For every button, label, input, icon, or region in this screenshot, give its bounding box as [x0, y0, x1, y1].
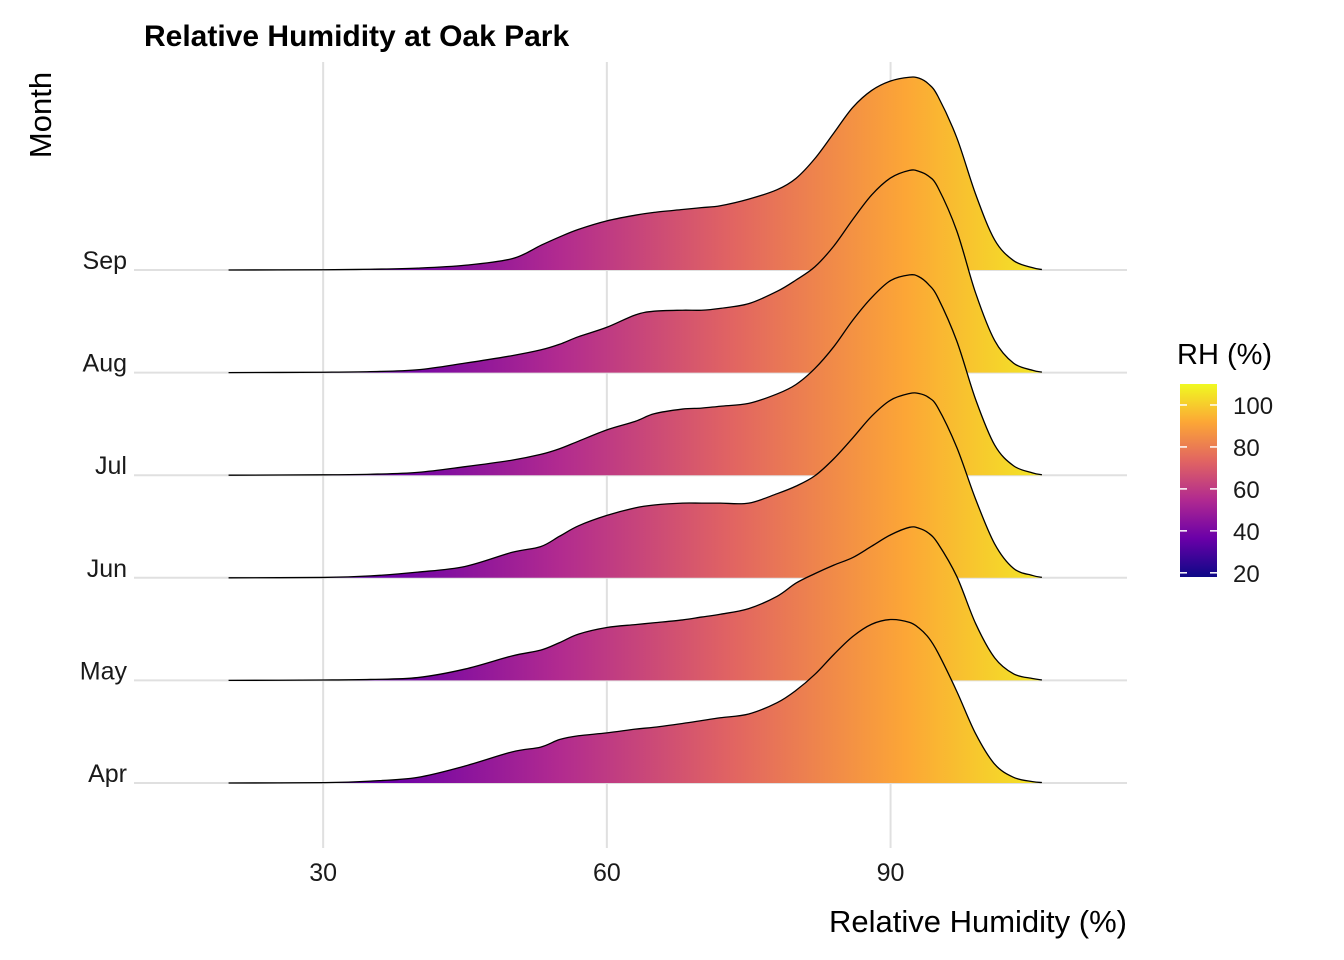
y-tick-label-sep: Sep: [83, 247, 127, 275]
ridge-aug: [228, 169, 1043, 374]
ridge-apr: [228, 618, 1042, 784]
y-tick-label-apr: Apr: [88, 760, 127, 788]
legend-tick-label-40: 40: [1233, 519, 1260, 546]
ridge-jul: [228, 274, 1043, 476]
legend-tick-label-100: 100: [1233, 393, 1273, 420]
x-tick-labels: 30 60 90: [309, 859, 904, 887]
x-tick-label-30: 30: [309, 859, 337, 887]
y-tick-label-may: May: [80, 657, 128, 685]
ridge-area-aug: [228, 169, 1042, 373]
legend-title: RH (%): [1177, 339, 1272, 371]
ridge-jun: [228, 392, 1043, 579]
ridge-outline-may: [228, 526, 1042, 682]
y-tick-label-jun: Jun: [87, 555, 127, 583]
ridges: [228, 76, 1043, 784]
ridge-area-jun: [228, 392, 1042, 578]
ridge-outline-jun: [228, 392, 1043, 579]
ridge-area-apr: [228, 619, 1042, 783]
ridge-outline-apr: [228, 618, 1042, 784]
y-tick-labels: Apr May Jun Jul Aug Sep: [80, 247, 128, 788]
ridge-outline-sep: [228, 76, 1043, 271]
x-axis-title: Relative Humidity (%): [829, 904, 1127, 939]
ridge-outline-aug: [228, 169, 1043, 374]
legend-tick-label-80: 80: [1233, 435, 1260, 462]
y-axis-title: Month: [23, 72, 58, 158]
y-tick-label-aug: Aug: [83, 350, 127, 378]
ridge-area-jul: [228, 274, 1042, 476]
ridge-may: [228, 526, 1042, 682]
ridge-area-sep: [228, 77, 1042, 270]
legend-tick-label-20: 20: [1233, 561, 1260, 588]
legend-ticks: 20 40 60 80 100: [1180, 393, 1273, 588]
ridge-area-may: [228, 526, 1042, 681]
legend-tick-label-60: 60: [1233, 477, 1260, 504]
legend-colorbar: [1180, 384, 1217, 577]
y-tick-label-jul: Jul: [95, 452, 127, 480]
x-tick-label-60: 60: [593, 859, 621, 887]
color-legend: RH (%) 20 40 60 80 100: [1177, 339, 1273, 588]
ridge-outline-jul: [228, 274, 1043, 476]
x-tick-label-90: 90: [877, 859, 905, 887]
ridge-sep: [228, 76, 1043, 271]
chart-title: Relative Humidity at Oak Park: [144, 20, 569, 53]
